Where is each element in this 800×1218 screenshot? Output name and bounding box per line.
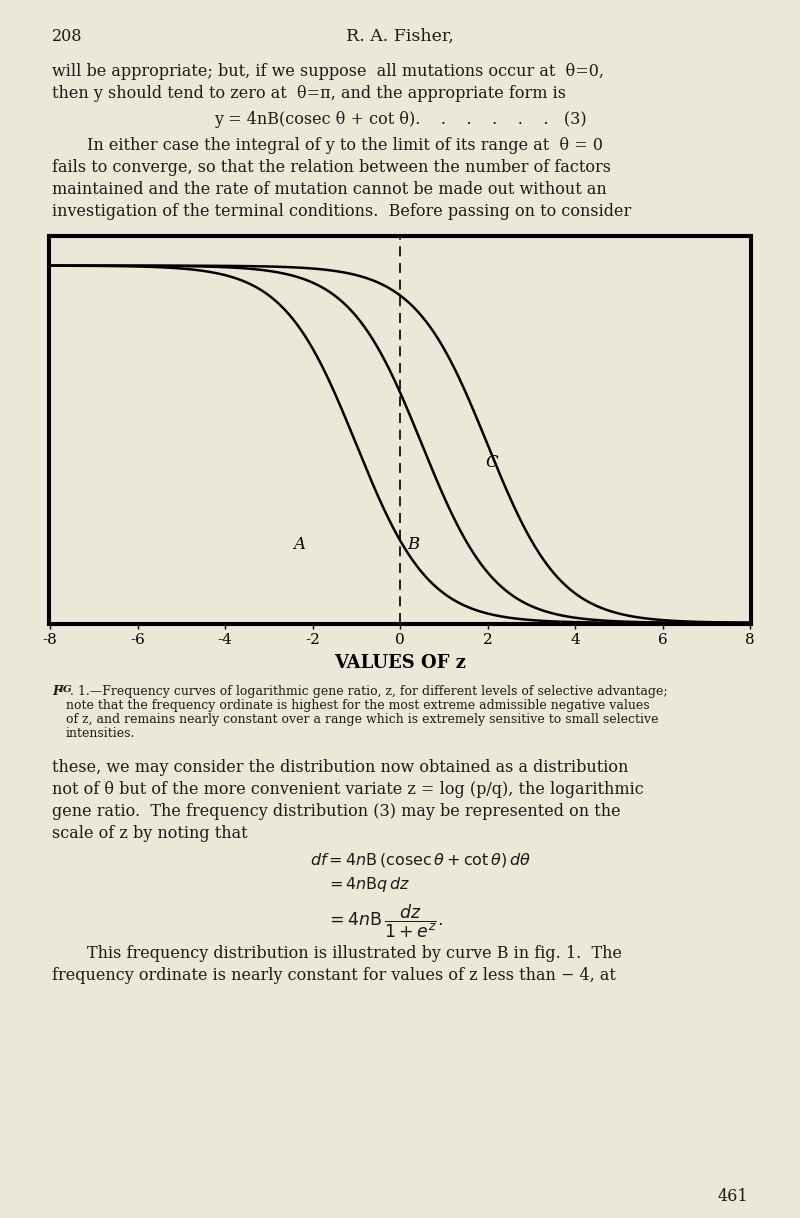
Text: MUTATIONS: MUTATIONS <box>170 268 247 276</box>
Text: SELECTIVE ADVANTAGE: SELECTIVE ADVANTAGE <box>162 285 310 294</box>
Text: fails to converge, so that the relation between the number of factors: fails to converge, so that the relation … <box>52 160 611 175</box>
Text: 461: 461 <box>718 1188 748 1205</box>
Text: scale of z by noting that: scale of z by noting that <box>52 825 248 842</box>
Text: A: A <box>294 536 306 553</box>
Text: URVE: URVE <box>70 251 103 259</box>
Text: an = +1: an = +1 <box>292 285 356 298</box>
Text: B: B <box>102 268 114 281</box>
Text: R. A. Fisher,: R. A. Fisher, <box>346 28 454 45</box>
Text: $= 4n\mathrm{B}q\,dz$: $= 4n\mathrm{B}q\,dz$ <box>326 875 410 894</box>
Text: EUTRAL: EUTRAL <box>126 268 175 276</box>
X-axis label: VALUES OF z: VALUES OF z <box>334 654 466 672</box>
Text: This frequency distribution is illustrated by curve B in fig. 1.  The: This frequency distribution is illustrat… <box>87 945 622 962</box>
Text: F: F <box>52 685 61 698</box>
Text: y = 4nB(cosec θ + cot θ).    .    .    .    .    .   (3): y = 4nB(cosec θ + cot θ). . . . . . (3) <box>214 111 586 128</box>
Text: A: A <box>102 251 112 264</box>
Text: N: N <box>116 268 128 281</box>
Text: these, we may consider the distribution now obtained as a distribution: these, we may consider the distribution … <box>52 759 628 776</box>
Bar <box>48 235 752 625</box>
Text: INUTE: INUTE <box>126 285 166 294</box>
Text: $= 4n\mathrm{B}\,\dfrac{dz}{1+e^{z}}.$: $= 4n\mathrm{B}\,\dfrac{dz}{1+e^{z}}.$ <box>326 903 442 940</box>
Text: C: C <box>102 285 113 298</box>
Text: SELECTIVE DISADVANTAGE: SELECTIVE DISADVANTAGE <box>162 251 332 259</box>
Text: B: B <box>407 536 419 553</box>
Text: gene ratio.  The frequency distribution (3) may be represented on the: gene ratio. The frequency distribution (… <box>52 803 621 820</box>
Text: C: C <box>62 251 73 264</box>
Text: M: M <box>116 251 130 264</box>
Text: $df = 4n\mathrm{B}\,(\mathrm{cosec}\,\theta + \cot\theta)\,d\theta$: $df = 4n\mathrm{B}\,(\mathrm{cosec}\,\th… <box>310 851 531 868</box>
Text: investigation of the terminal conditions.  Before passing on to consider: investigation of the terminal conditions… <box>52 203 631 220</box>
Text: intensities.: intensities. <box>66 727 135 741</box>
Text: IG: IG <box>58 685 72 694</box>
Text: of z, and remains nearly constant over a range which is extremely sensitive to s: of z, and remains nearly constant over a… <box>66 713 658 726</box>
Text: will be appropriate; but, if we suppose  all mutations occur at  θ=0,: will be appropriate; but, if we suppose … <box>52 63 604 80</box>
Text: . 1.—Frequency curves of logarithmic gene ratio, z, for different levels of sele: . 1.—Frequency curves of logarithmic gen… <box>70 685 668 698</box>
Text: In either case the integral of y to the limit of its range at  θ = 0: In either case the integral of y to the … <box>87 136 603 153</box>
Text: INUTE: INUTE <box>126 251 166 259</box>
Text: then y should tend to zero at  θ=π, and the appropriate form is: then y should tend to zero at θ=π, and t… <box>52 85 566 102</box>
Text: 208: 208 <box>52 28 82 45</box>
Text: note that the frequency ordinate is highest for the most extreme admissible nega: note that the frequency ordinate is high… <box>66 699 650 713</box>
Text: maintained and the rate of mutation cannot be made out without an: maintained and the rate of mutation cann… <box>52 181 606 199</box>
Text: M: M <box>116 285 130 298</box>
Text: frequency ordinate is nearly constant for values of z less than − 4, at: frequency ordinate is nearly constant fo… <box>52 967 616 984</box>
Text: C: C <box>486 453 498 470</box>
Text: not of θ but of the more convenient variate z = log (p/q), the logarithmic: not of θ but of the more convenient vari… <box>52 781 644 798</box>
Text: an = −1: an = −1 <box>310 251 374 264</box>
